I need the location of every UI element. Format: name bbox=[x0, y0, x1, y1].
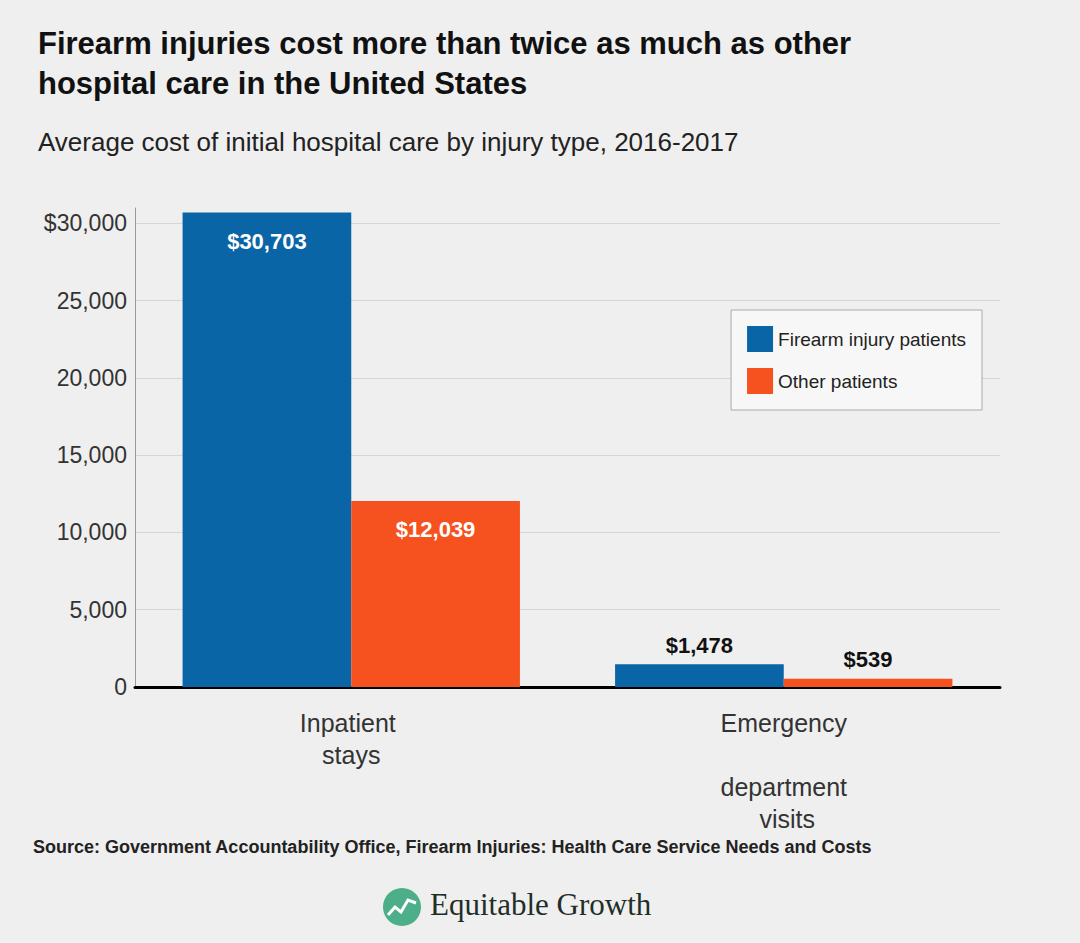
svg-text:25,000: 25,000 bbox=[57, 288, 127, 314]
svg-text:Emergency: Emergency bbox=[721, 709, 848, 737]
svg-text:hospital care in the United St: hospital care in the United States bbox=[38, 66, 527, 101]
svg-text:20,000: 20,000 bbox=[57, 365, 127, 391]
svg-text:$12,039: $12,039 bbox=[396, 517, 476, 542]
svg-text:0: 0 bbox=[114, 674, 127, 700]
svg-text:Firearm injuries cost more tha: Firearm injuries cost more than twice as… bbox=[38, 26, 860, 61]
svg-text:Other patients: Other patients bbox=[778, 371, 897, 392]
svg-text:Equitable Growth: Equitable Growth bbox=[430, 887, 652, 922]
svg-text:Firearm injury patients: Firearm injury patients bbox=[778, 329, 966, 350]
svg-text:$539: $539 bbox=[844, 647, 893, 672]
svg-text:Average cost of initial hospit: Average cost of initial hospital care by… bbox=[38, 127, 739, 157]
svg-text:stays: stays bbox=[322, 741, 380, 769]
svg-text:Source: Government Accountabil: Source: Government Accountability Office… bbox=[33, 837, 872, 857]
svg-text:Inpatient: Inpatient bbox=[300, 709, 403, 737]
svg-text:$1,478: $1,478 bbox=[666, 633, 733, 658]
svg-text:$30,000: $30,000 bbox=[44, 210, 127, 236]
svg-text:15,000: 15,000 bbox=[57, 442, 127, 468]
svg-text:department: department bbox=[721, 773, 848, 801]
svg-text:10,000: 10,000 bbox=[57, 519, 127, 545]
svg-text:5,000: 5,000 bbox=[69, 597, 127, 623]
svg-text:$30,703: $30,703 bbox=[227, 229, 307, 254]
svg-text:visits: visits bbox=[753, 805, 816, 833]
